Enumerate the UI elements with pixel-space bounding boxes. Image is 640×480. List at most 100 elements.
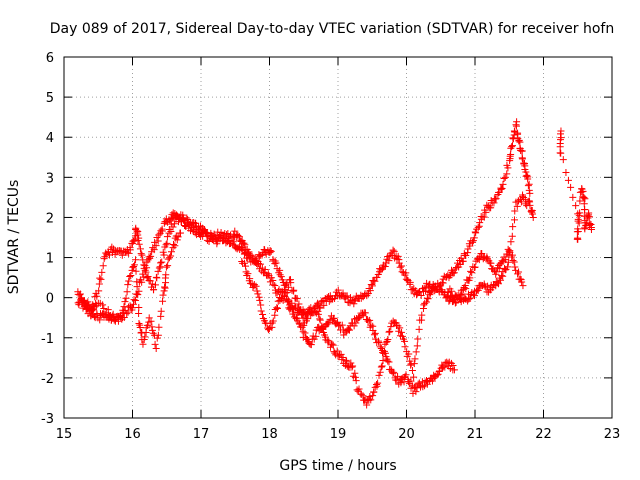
data-point (402, 269, 410, 277)
y-tick-label: 4 (46, 131, 54, 146)
data-point (508, 232, 516, 240)
data-point (350, 300, 358, 308)
data-points (74, 118, 595, 409)
data-point (516, 138, 524, 146)
data-point (140, 261, 148, 269)
data-point (371, 277, 379, 285)
data-point (470, 234, 478, 242)
data-point (424, 295, 432, 303)
data-point (314, 310, 322, 318)
data-point (336, 351, 344, 359)
data-point (316, 315, 324, 323)
data-point (120, 303, 128, 311)
data-point (152, 344, 160, 352)
data-point (334, 286, 342, 294)
data-point (132, 267, 140, 275)
data-point (520, 194, 528, 202)
data-point (484, 282, 492, 290)
data-point (315, 304, 323, 312)
data-point (510, 258, 518, 266)
tick-marks (63, 56, 613, 419)
data-point (330, 314, 338, 322)
data-point (169, 223, 177, 231)
data-point (100, 304, 108, 312)
data-point (290, 310, 298, 318)
data-point (288, 305, 296, 313)
data-point (375, 371, 383, 379)
data-point (396, 324, 404, 332)
data-point (252, 282, 260, 290)
data-point (391, 318, 399, 326)
data-point (507, 151, 515, 159)
data-point (351, 373, 359, 381)
data-point (264, 324, 272, 332)
data-point (412, 388, 420, 396)
data-point (163, 233, 171, 241)
x-axis-title: GPS time / hours (279, 458, 396, 474)
data-point (497, 185, 505, 193)
x-tick-label: 16 (124, 427, 141, 442)
x-tick-label: 15 (56, 427, 73, 442)
data-point (140, 273, 148, 281)
data-point (584, 214, 592, 222)
data-point (192, 219, 200, 227)
data-point (581, 225, 589, 233)
data-point (173, 236, 181, 244)
data-point (526, 189, 534, 197)
data-point (498, 272, 506, 280)
grid (64, 57, 612, 418)
y-tick-label: -2 (41, 372, 54, 387)
x-tick-label: 20 (398, 427, 415, 442)
data-point (240, 239, 248, 247)
data-point (510, 216, 518, 224)
data-point (449, 269, 457, 277)
data-point (469, 238, 477, 246)
data-point (287, 279, 295, 287)
data-point (229, 238, 237, 246)
data-point (516, 275, 524, 283)
data-point (466, 294, 474, 302)
data-point (167, 252, 175, 260)
data-point (203, 229, 211, 237)
data-point (402, 371, 410, 379)
data-point (293, 314, 301, 322)
data-point (413, 384, 421, 392)
data-point (145, 314, 153, 322)
data-point (359, 293, 367, 301)
data-point (384, 335, 392, 343)
data-point (150, 286, 158, 294)
data-point (410, 360, 418, 368)
data-point (142, 268, 150, 276)
data-point (466, 242, 474, 250)
y-tick-label: 3 (46, 171, 54, 186)
data-point (474, 286, 482, 294)
data-point (130, 296, 138, 304)
data-point (452, 265, 460, 273)
data-point (153, 334, 161, 342)
data-point (359, 392, 367, 400)
data-point (130, 300, 138, 308)
data-point (423, 298, 431, 306)
data-point (376, 368, 384, 376)
data-point (574, 217, 582, 225)
data-point (296, 323, 304, 331)
data-point (118, 251, 126, 259)
data-point (450, 269, 458, 277)
data-point (76, 291, 84, 299)
data-point (347, 359, 355, 367)
data-point (334, 352, 342, 360)
data-point (148, 280, 156, 288)
data-point (519, 282, 527, 290)
x-tick-labels: 15 16 17 18 19 20 21 22 23 (56, 427, 621, 442)
data-point (76, 290, 84, 298)
data-point (492, 268, 500, 276)
data-point (472, 287, 480, 295)
data-point (286, 301, 294, 309)
data-point (139, 256, 147, 264)
data-point (444, 288, 452, 296)
data-point (290, 286, 298, 294)
data-point (254, 258, 262, 266)
data-point (406, 278, 414, 286)
data-point (389, 369, 397, 377)
data-point (335, 322, 343, 330)
